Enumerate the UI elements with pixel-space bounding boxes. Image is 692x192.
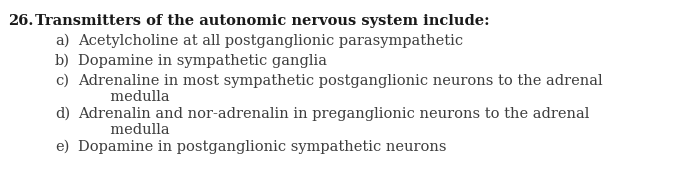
Text: Adrenaline in most sympathetic postganglionic neurons to the adrenal
       medu: Adrenaline in most sympathetic postgangl… bbox=[78, 74, 603, 104]
Text: a): a) bbox=[55, 34, 69, 48]
Text: c): c) bbox=[55, 74, 69, 88]
Text: b): b) bbox=[55, 54, 70, 68]
Text: e): e) bbox=[55, 140, 69, 154]
Text: Dopamine in postganglionic sympathetic neurons: Dopamine in postganglionic sympathetic n… bbox=[78, 140, 446, 154]
Text: Adrenalin and nor-adrenalin in preganglionic neurons to the adrenal
       medul: Adrenalin and nor-adrenalin in pregangli… bbox=[78, 107, 590, 137]
Text: Transmitters of the autonomic nervous system include:: Transmitters of the autonomic nervous sy… bbox=[30, 14, 490, 28]
Text: Dopamine in sympathetic ganglia: Dopamine in sympathetic ganglia bbox=[78, 54, 327, 68]
Text: d): d) bbox=[55, 107, 70, 121]
Text: 26.: 26. bbox=[8, 14, 33, 28]
Text: Acetylcholine at all postganglionic parasympathetic: Acetylcholine at all postganglionic para… bbox=[78, 34, 463, 48]
